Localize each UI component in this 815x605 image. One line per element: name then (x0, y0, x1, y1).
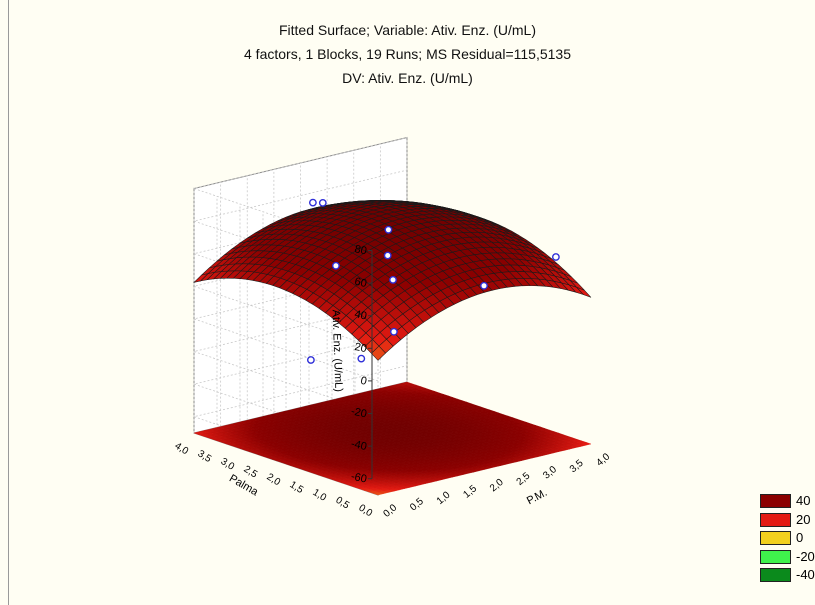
x-tick-label: 0,0 (382, 502, 400, 520)
x-tick-label: 4,0 (595, 451, 613, 469)
z-tick-label: 40 (353, 308, 367, 322)
legend-label: -20 (796, 548, 815, 564)
x-tick-label: 2,0 (488, 477, 506, 495)
observed-point (383, 251, 392, 260)
y-tick-label: 0,0 (357, 503, 375, 520)
y-tick-label: 3,0 (219, 456, 237, 473)
legend-swatch (760, 531, 791, 545)
fitted-surface (193, 200, 592, 361)
legend-label: 0 (796, 530, 804, 545)
surface-cell (576, 287, 592, 298)
legend-entry: 0 (758, 530, 815, 546)
z-tick-label: -20 (350, 405, 368, 420)
observed-point (552, 253, 560, 261)
observed-point (389, 275, 397, 284)
chart-title-line2: 4 factors, 1 Blocks, 19 Runs; MS Residua… (244, 46, 571, 62)
left-border (8, 0, 9, 605)
x-tick-label: 3,0 (541, 464, 559, 482)
chart-title-line1: Fitted Surface; Variable: Ativ. Enz. (U/… (278, 22, 537, 38)
observed-point (384, 225, 393, 234)
legend-swatch (760, 549, 791, 564)
observed-point (308, 198, 317, 207)
x-tick-label: 1,5 (461, 483, 479, 501)
z-tick-label: -60 (350, 471, 368, 486)
observed-point (389, 327, 398, 336)
y-tick-label: 4,0 (173, 441, 191, 458)
observed-point (318, 198, 327, 207)
legend-label: 20 (796, 511, 811, 527)
y-tick-label: 0,5 (334, 495, 352, 512)
x-tick-label: 0,5 (408, 496, 426, 514)
x-tick-label: 3,5 (568, 457, 586, 475)
z-tick-label: 80 (353, 243, 367, 257)
z-tick-label: 20 (353, 341, 367, 355)
legend-entry: 20 (758, 512, 815, 528)
x-axis-label: P.M. (525, 487, 549, 508)
z-tick-label: 60 (353, 276, 367, 290)
z-axis-label: Ativ. Enz. (U/mL) (330, 309, 345, 392)
legend-label: -40 (796, 567, 815, 582)
legend-swatch (760, 494, 791, 508)
observed-point (357, 354, 366, 363)
floor-contour (193, 381, 592, 496)
legend-entry: -40 (758, 567, 815, 583)
y-tick-label: 3,5 (196, 448, 214, 465)
z-tick-label: 0 (359, 375, 367, 388)
legend-entry: -20 (758, 549, 815, 565)
observed-point (306, 356, 315, 364)
observed-points (306, 198, 560, 364)
legend-label: 40 (796, 493, 811, 508)
legend-swatch (760, 512, 791, 527)
legend-entry: 40 (758, 493, 815, 509)
chart-title-line3: DV: Ativ. Enz. (U/mL) (342, 70, 473, 86)
observed-point (331, 261, 340, 270)
y-tick-label: 2,0 (265, 472, 283, 489)
floor-cell (400, 381, 413, 386)
x-tick-label: 1,0 (435, 489, 453, 507)
z-tick-label: -40 (350, 438, 368, 453)
observed-point (480, 281, 488, 290)
y-tick-label: 1,5 (288, 479, 306, 496)
x-tick-label: 2,5 (515, 470, 533, 488)
y-tick-label: 1,0 (311, 487, 329, 504)
legend-swatch (760, 568, 791, 582)
